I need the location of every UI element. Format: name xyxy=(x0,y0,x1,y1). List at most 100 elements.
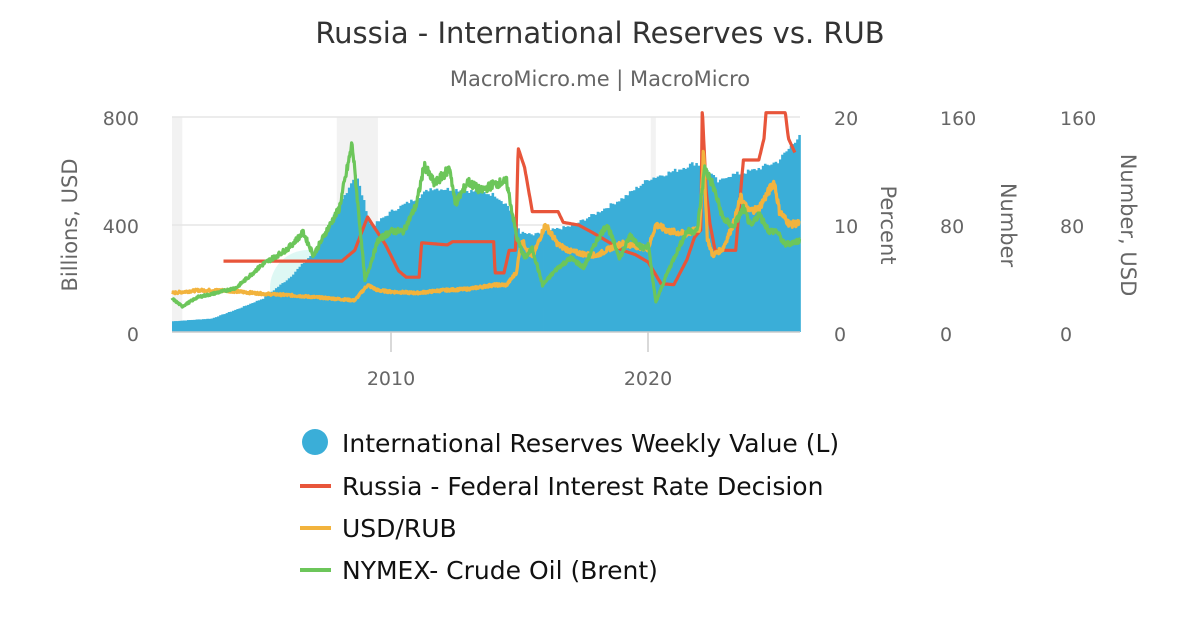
reserves-bar xyxy=(197,319,201,332)
reserves-bar xyxy=(772,162,776,332)
reserves-bar xyxy=(615,201,619,332)
reserves-bar xyxy=(736,171,739,332)
legend-item-usd-rub[interactable]: USD/RUB xyxy=(300,514,457,543)
reserves-bar xyxy=(671,171,675,332)
y-number-tick: 80 xyxy=(940,216,964,238)
reserves-bar xyxy=(431,190,435,332)
reserves-bar xyxy=(620,198,623,332)
reserves-bar xyxy=(322,234,325,332)
reserves-bar xyxy=(249,303,252,332)
y-number-usd-tick: 160 xyxy=(1060,108,1096,130)
reserves-bar xyxy=(774,161,778,332)
chart-title: Russia - International Reserves vs. RUB xyxy=(315,16,884,50)
reserves-bar xyxy=(373,225,377,332)
reserves-bar xyxy=(257,300,261,332)
reserves-bar xyxy=(407,203,411,332)
reserves-bar xyxy=(721,178,724,332)
reserves-bar xyxy=(354,174,357,332)
reserves-bar xyxy=(684,168,688,332)
reserves-bar xyxy=(650,179,653,332)
reserves-bar xyxy=(560,229,563,332)
reserves-bar xyxy=(294,271,297,332)
legend-item-brent[interactable]: NYMEX- Crude Oil (Brent) xyxy=(300,556,658,585)
reserves-bar xyxy=(199,319,203,332)
reserves-bar xyxy=(663,176,666,332)
reserves-bar xyxy=(594,214,598,332)
reserves-bar xyxy=(778,159,782,332)
reserves-bar xyxy=(596,211,600,332)
reserves-bar xyxy=(485,194,488,332)
reserves-bar xyxy=(459,190,462,332)
reserves-bar xyxy=(259,299,263,332)
reserves-bar xyxy=(547,229,550,332)
reserves-bar xyxy=(274,288,278,332)
reserves-bar xyxy=(238,308,242,332)
legend-item-reserves[interactable]: International Reserves Weekly Value (L) xyxy=(302,429,839,458)
y-percent-tick: 0 xyxy=(834,324,846,346)
reserves-bar xyxy=(180,320,184,332)
reserves-bar xyxy=(330,218,334,332)
reserves-bar xyxy=(279,284,282,332)
reserves-bar xyxy=(472,191,475,332)
reserves-bar xyxy=(410,199,413,332)
reserves-bar xyxy=(287,278,291,332)
legend-item-interest-rate[interactable]: Russia - Federal Interest Rate Decision xyxy=(300,472,823,501)
reserves-bar xyxy=(217,316,220,332)
y-left-tick: 800 xyxy=(103,108,139,130)
reserves-bar xyxy=(498,199,501,332)
reserves-bar xyxy=(665,175,668,332)
reserves-bar xyxy=(798,134,801,332)
reserves-bar xyxy=(579,220,583,332)
reserves-bar xyxy=(699,166,703,332)
y-percent-title: Percent xyxy=(876,185,900,264)
reserves-bar xyxy=(746,169,750,332)
reserves-bar xyxy=(187,320,190,332)
reserves-bar xyxy=(536,232,540,332)
legend: International Reserves Weekly Value (L) … xyxy=(300,429,839,585)
reserves-bar xyxy=(633,190,636,332)
reserves-bar xyxy=(759,169,763,332)
reserves-bar xyxy=(577,222,580,332)
reserves-bar xyxy=(335,210,338,332)
reserves-bar xyxy=(703,167,707,332)
reserves-bar xyxy=(255,300,259,332)
reserves-bar xyxy=(399,205,402,332)
reserves-bar xyxy=(519,233,523,332)
reserves-bar xyxy=(358,185,362,332)
reserves-bar xyxy=(731,173,735,332)
reserves-bar xyxy=(508,210,512,332)
y-left-tick: 400 xyxy=(103,216,139,238)
chart-subtitle: MacroMicro.me | MacroMicro xyxy=(450,67,750,92)
reserves-bar xyxy=(530,234,533,332)
reserves-bar xyxy=(573,223,576,332)
reserves-bar xyxy=(395,210,398,332)
reserves-bar xyxy=(296,268,299,332)
y-number-usd-tick: 0 xyxy=(1060,324,1072,346)
reserves-bar xyxy=(298,266,302,332)
reserves-bar xyxy=(182,320,186,332)
reserves-bar xyxy=(193,319,196,332)
reserves-bar xyxy=(214,317,218,332)
reserves-bar xyxy=(225,313,229,332)
reserves-bar xyxy=(219,315,222,332)
reserves-bar xyxy=(583,220,587,332)
reserves-bar xyxy=(474,190,477,332)
x-tick-label: 2010 xyxy=(367,368,415,390)
reserves-bar xyxy=(369,223,372,332)
reserves-bar xyxy=(328,223,332,332)
reserves-bar xyxy=(401,204,405,332)
reserves-bar xyxy=(429,188,432,332)
brent-oil-line xyxy=(170,141,802,309)
reserves-bar xyxy=(733,173,737,332)
reserves-bar xyxy=(270,291,274,332)
reserves-bar xyxy=(232,310,235,332)
reserves-bar xyxy=(658,175,662,332)
reserves-bar xyxy=(549,230,553,332)
reserves-bar xyxy=(272,290,276,332)
reserves-bar xyxy=(206,318,209,332)
reserves-bar xyxy=(607,208,610,332)
reserves-bar xyxy=(695,163,698,332)
reserves-bar xyxy=(463,190,467,332)
reserves-bar xyxy=(487,194,490,332)
